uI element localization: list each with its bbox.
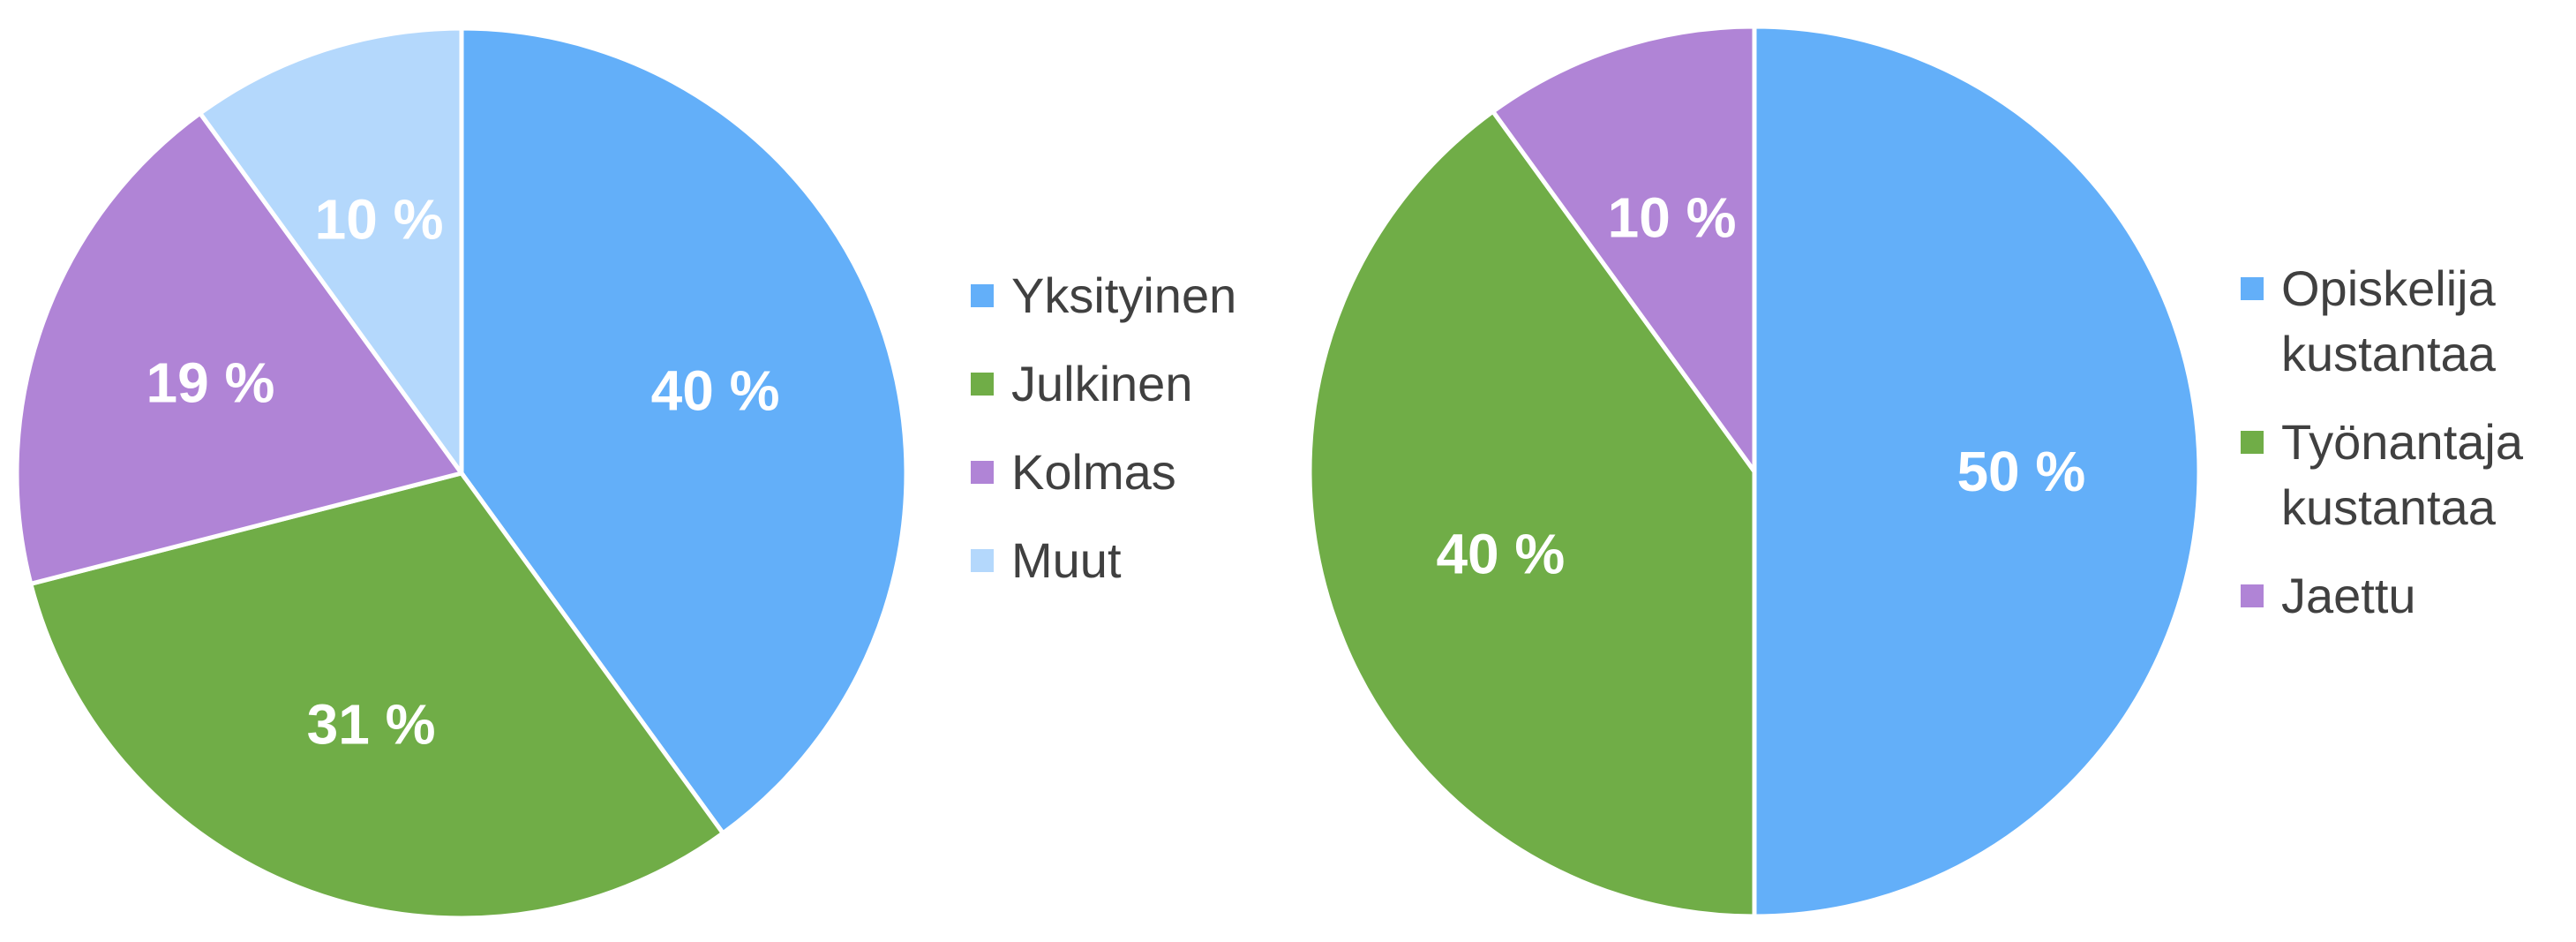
legend: Yksityinen Julkinen Kolmas Muut <box>971 263 1288 616</box>
pie-slice <box>27 471 726 921</box>
legend-label: Muut <box>1011 532 1122 588</box>
data-label: 10 % <box>315 187 444 251</box>
legend-label: Kolmas <box>1011 444 1176 500</box>
data-label: 31 % <box>307 693 436 757</box>
data-label: 40 % <box>1436 522 1565 585</box>
legend: Opiskelija kustantaa Työnantaja kustantaa… <box>2241 256 2558 652</box>
legend-item: Kolmas <box>971 440 1288 505</box>
legend-label: Työnantaja kustantaa <box>2281 414 2523 535</box>
legend-item: Muut <box>971 528 1288 593</box>
pie-slice <box>197 26 464 480</box>
data-label: 50 % <box>1956 440 2085 503</box>
legend-item: Työnantaja kustantaa <box>2241 410 2558 540</box>
data-label: 40 % <box>651 359 780 423</box>
legend-swatch <box>971 461 994 484</box>
legend-swatch <box>971 284 994 307</box>
data-label: 19 % <box>146 351 275 415</box>
legend-swatch <box>971 549 994 572</box>
legend-label: Julkinen <box>1011 356 1193 411</box>
legend-item: Julkinen <box>971 351 1288 417</box>
pie-slice <box>14 109 466 587</box>
legend-swatch <box>2241 431 2264 454</box>
pie-slice <box>459 26 909 837</box>
legend-item: Yksityinen <box>971 263 1288 328</box>
legend-swatch <box>971 373 994 396</box>
legend-label: Jaettu <box>2281 568 2416 623</box>
legend-item: Opiskelija kustantaa <box>2241 256 2558 387</box>
pie-slice <box>1307 108 1757 919</box>
legend-label: Opiskelija kustantaa <box>2281 260 2496 381</box>
legend-label: Yksityinen <box>1011 268 1237 323</box>
data-label: 10 % <box>1608 185 1737 249</box>
legend-swatch <box>2241 584 2264 607</box>
legend-swatch <box>2241 277 2264 300</box>
legend-item: Jaettu <box>2241 563 2558 629</box>
pie-slice <box>1752 24 2202 919</box>
pie-slice <box>1490 24 1757 479</box>
